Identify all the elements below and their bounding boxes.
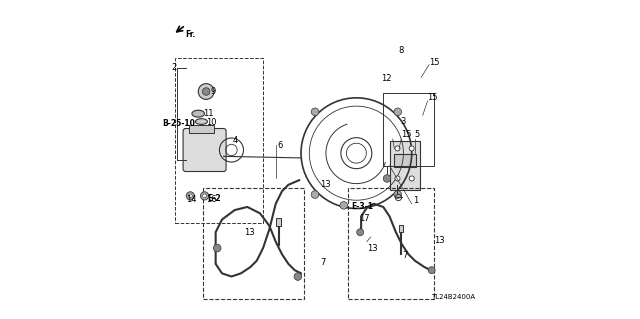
- Circle shape: [311, 191, 319, 198]
- Circle shape: [428, 267, 435, 274]
- Text: TL24B2400A: TL24B2400A: [431, 293, 475, 300]
- Bar: [189, 125, 214, 133]
- Circle shape: [200, 192, 209, 200]
- Circle shape: [356, 229, 364, 236]
- Circle shape: [294, 273, 301, 280]
- Text: 14: 14: [186, 195, 196, 204]
- Circle shape: [198, 84, 214, 100]
- Bar: [175, 58, 263, 223]
- Ellipse shape: [195, 119, 207, 124]
- Text: 13: 13: [434, 236, 444, 245]
- Circle shape: [394, 108, 401, 115]
- Circle shape: [395, 176, 400, 181]
- Text: 10: 10: [206, 118, 217, 127]
- Text: 15: 15: [428, 93, 438, 102]
- Bar: [348, 188, 434, 299]
- Circle shape: [340, 202, 348, 209]
- Text: 2: 2: [172, 63, 177, 72]
- Text: 6: 6: [277, 141, 283, 150]
- Circle shape: [202, 88, 210, 95]
- Circle shape: [409, 146, 414, 151]
- Text: 7: 7: [402, 251, 408, 260]
- Text: 16: 16: [206, 195, 217, 204]
- Text: 12: 12: [381, 74, 392, 83]
- Circle shape: [395, 146, 400, 151]
- Circle shape: [186, 192, 195, 200]
- Text: 15: 15: [401, 130, 412, 139]
- Circle shape: [311, 108, 319, 115]
- Circle shape: [394, 191, 401, 198]
- Text: 3: 3: [401, 117, 406, 126]
- FancyBboxPatch shape: [390, 141, 420, 189]
- Bar: [399, 225, 403, 232]
- Text: B-25-10: B-25-10: [162, 119, 195, 128]
- Text: E-3-1: E-3-1: [351, 202, 374, 211]
- Text: Fr.: Fr.: [186, 30, 196, 39]
- Circle shape: [383, 175, 391, 182]
- Text: 1: 1: [413, 196, 419, 205]
- Ellipse shape: [192, 110, 205, 117]
- FancyBboxPatch shape: [183, 129, 226, 172]
- Bar: [276, 218, 282, 226]
- Text: 7: 7: [320, 258, 325, 267]
- Bar: [383, 93, 434, 166]
- Text: 13: 13: [244, 228, 255, 237]
- Text: 17: 17: [360, 213, 370, 222]
- Text: 8: 8: [399, 46, 404, 55]
- Circle shape: [409, 176, 414, 181]
- Circle shape: [213, 244, 221, 252]
- Text: 4: 4: [233, 136, 238, 145]
- Bar: [203, 188, 304, 299]
- Circle shape: [203, 194, 207, 198]
- Text: 11: 11: [203, 109, 214, 118]
- Text: 9: 9: [211, 87, 216, 96]
- Circle shape: [188, 194, 192, 198]
- Text: 13: 13: [367, 243, 378, 253]
- Text: 15: 15: [429, 58, 440, 67]
- Text: 13: 13: [320, 180, 331, 189]
- Text: 5: 5: [415, 130, 420, 139]
- Text: E-2: E-2: [208, 194, 221, 203]
- Bar: [394, 154, 417, 167]
